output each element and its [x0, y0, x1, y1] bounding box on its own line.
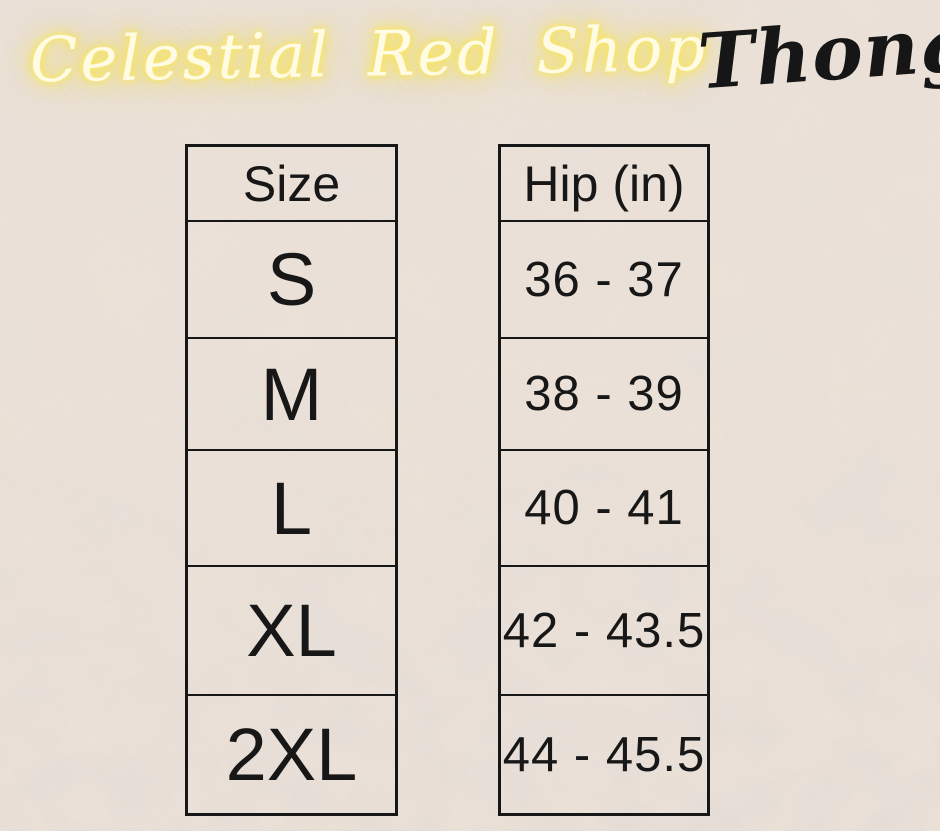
hip-column-table: Hip (in) 36 - 37 38 - 39 40 - 41 42 - 43…: [498, 144, 710, 816]
size-cell-2xl: 2XL: [188, 694, 395, 813]
shop-name-neon-script: Celestial Red Shop: [29, 11, 709, 97]
hip-column-header: Hip (in): [523, 155, 685, 212]
size-column-header: Size: [242, 155, 341, 212]
size-cell-xl: XL: [188, 565, 395, 694]
product-title: Thong: [695, 0, 940, 107]
hip-cell-m: 38 - 39: [501, 337, 707, 449]
hip-cell-xl: 42 - 43.5: [501, 565, 707, 694]
size-column-table: Size S M L XL 2XL: [185, 144, 398, 816]
hip-cell-s: 36 - 37: [501, 220, 707, 337]
hip-cell-l: 40 - 41: [501, 449, 707, 565]
size-cell-l: L: [188, 449, 395, 565]
size-cell-m: M: [188, 337, 395, 449]
size-cell-s: S: [188, 220, 395, 337]
hip-cell-2xl: 44 - 45.5: [501, 694, 707, 813]
